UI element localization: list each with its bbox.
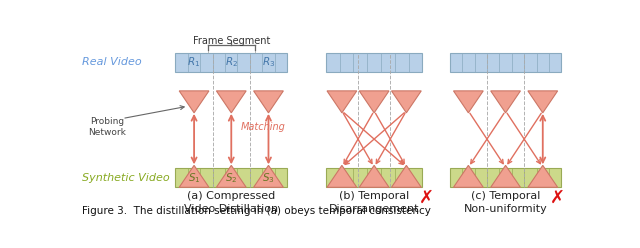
Text: Matching: Matching [241, 122, 286, 132]
Polygon shape [359, 165, 389, 187]
Polygon shape [491, 165, 520, 187]
Polygon shape [392, 165, 421, 187]
Text: $R_3$: $R_3$ [262, 55, 275, 69]
Polygon shape [392, 91, 421, 113]
Polygon shape [528, 91, 557, 113]
Bar [326, 168, 422, 187]
Polygon shape [179, 91, 209, 113]
Text: $S_3$: $S_3$ [262, 171, 275, 185]
Polygon shape [454, 91, 483, 113]
Polygon shape [179, 165, 209, 187]
Text: Probing
Network: Probing Network [88, 117, 126, 137]
Polygon shape [359, 91, 389, 113]
Polygon shape [454, 165, 483, 187]
Text: $S_1$: $S_1$ [188, 171, 200, 185]
Text: Real Video: Real Video [83, 57, 142, 67]
Bar [175, 168, 287, 187]
Bar [450, 53, 561, 72]
Text: Figure 3.  The distillation setting in (a) obeys temporal consistency: Figure 3. The distillation setting in (a… [83, 206, 431, 216]
Bar [326, 53, 422, 72]
Text: (a) Compressed
Video Distillation: (a) Compressed Video Distillation [184, 191, 278, 214]
Text: $S_2$: $S_2$ [225, 171, 237, 185]
Text: $R_1$: $R_1$ [188, 55, 201, 69]
Polygon shape [253, 91, 284, 113]
Polygon shape [216, 91, 246, 113]
Polygon shape [528, 165, 557, 187]
Text: ✗: ✗ [550, 189, 565, 207]
Text: (b) Temporal
Disarrangement: (b) Temporal Disarrangement [329, 191, 419, 214]
Bar [450, 168, 561, 187]
Text: $R_2$: $R_2$ [225, 55, 238, 69]
Polygon shape [327, 165, 356, 187]
Bar [175, 53, 287, 72]
Text: ✗: ✗ [419, 189, 434, 207]
Polygon shape [327, 91, 356, 113]
Text: (c) Temporal
Non-uniformity: (c) Temporal Non-uniformity [464, 191, 547, 214]
Text: Synthetic Video: Synthetic Video [83, 173, 170, 183]
Polygon shape [491, 91, 520, 113]
Polygon shape [253, 165, 284, 187]
Polygon shape [216, 165, 246, 187]
Text: Frame Segment: Frame Segment [193, 36, 270, 46]
